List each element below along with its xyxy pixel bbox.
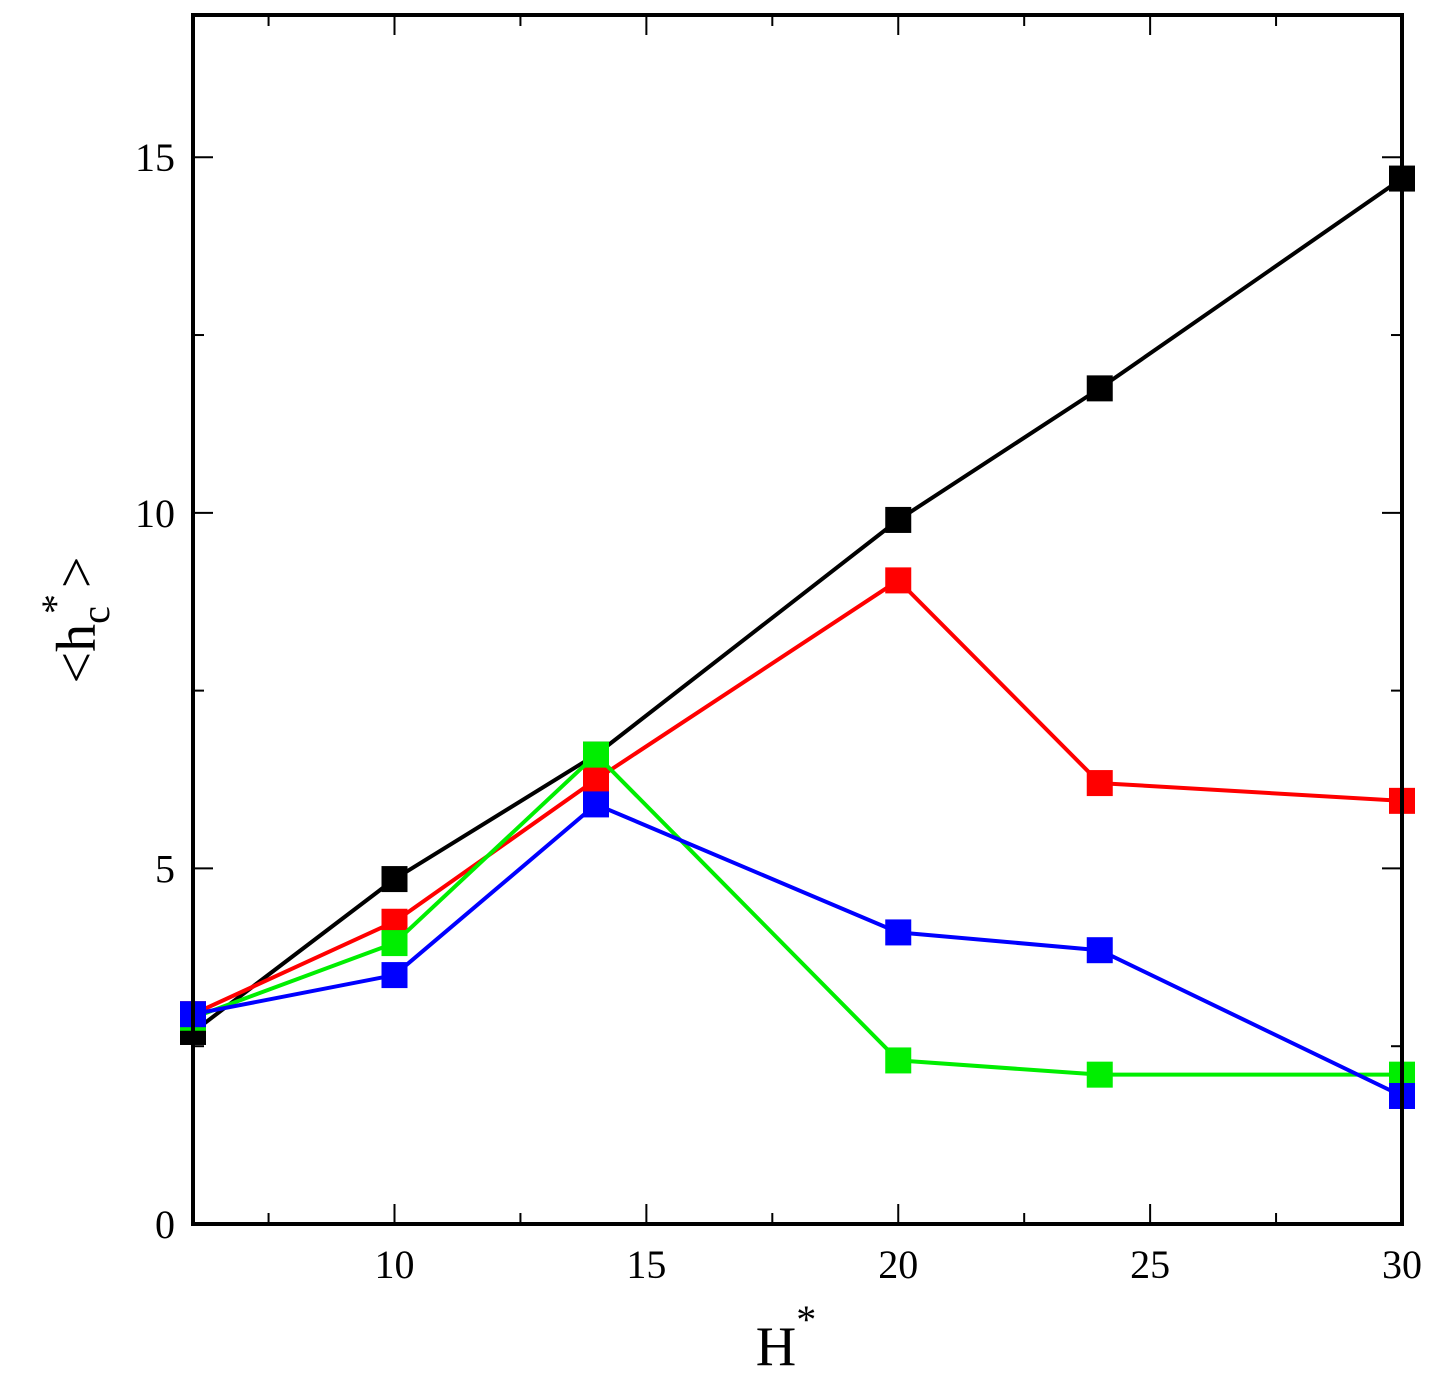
label-layer: 10 15 20 25 30 0 5 10 15 xyxy=(135,135,1422,1287)
series-line xyxy=(192,752,1402,1077)
data-point-marker xyxy=(1086,1061,1113,1088)
data-point-marker xyxy=(583,791,609,818)
data-point-marker xyxy=(885,506,912,533)
data-point-marker xyxy=(583,741,609,768)
data-point-marker xyxy=(885,1047,912,1074)
x-tick-label: 15 xyxy=(626,1242,666,1287)
series-2 xyxy=(180,741,1415,1088)
series-line xyxy=(191,176,1404,1034)
data-point-marker xyxy=(583,766,609,793)
series-layer xyxy=(180,165,1415,1109)
x-tick-label: 20 xyxy=(878,1242,918,1287)
series-line xyxy=(192,802,1403,1098)
data-point-marker xyxy=(885,919,912,946)
series-0 xyxy=(180,165,1415,1045)
data-point-marker xyxy=(1086,375,1113,402)
data-point-marker xyxy=(381,866,408,893)
series-3 xyxy=(180,791,1415,1109)
x-tick-label: 30 xyxy=(1382,1242,1422,1287)
y-tick-label: 10 xyxy=(135,491,175,536)
data-point-marker xyxy=(1086,937,1113,964)
x-tick-label: 10 xyxy=(375,1242,415,1287)
data-point-marker xyxy=(381,930,408,957)
y-axis-title: <hc*> xyxy=(33,557,118,684)
series-line xyxy=(192,578,1403,1017)
data-point-marker xyxy=(1086,770,1113,797)
plot-frame xyxy=(191,13,1404,1226)
y-tick-label: 15 xyxy=(135,135,175,180)
tick-layer xyxy=(193,15,1403,1225)
y-tick-label: 0 xyxy=(155,1202,175,1247)
y-tick-label: 5 xyxy=(155,846,175,891)
x-axis-title: H* xyxy=(756,1297,816,1377)
data-point-marker xyxy=(885,567,912,594)
x-tick-label: 25 xyxy=(1130,1242,1170,1287)
data-point-marker xyxy=(381,962,408,989)
